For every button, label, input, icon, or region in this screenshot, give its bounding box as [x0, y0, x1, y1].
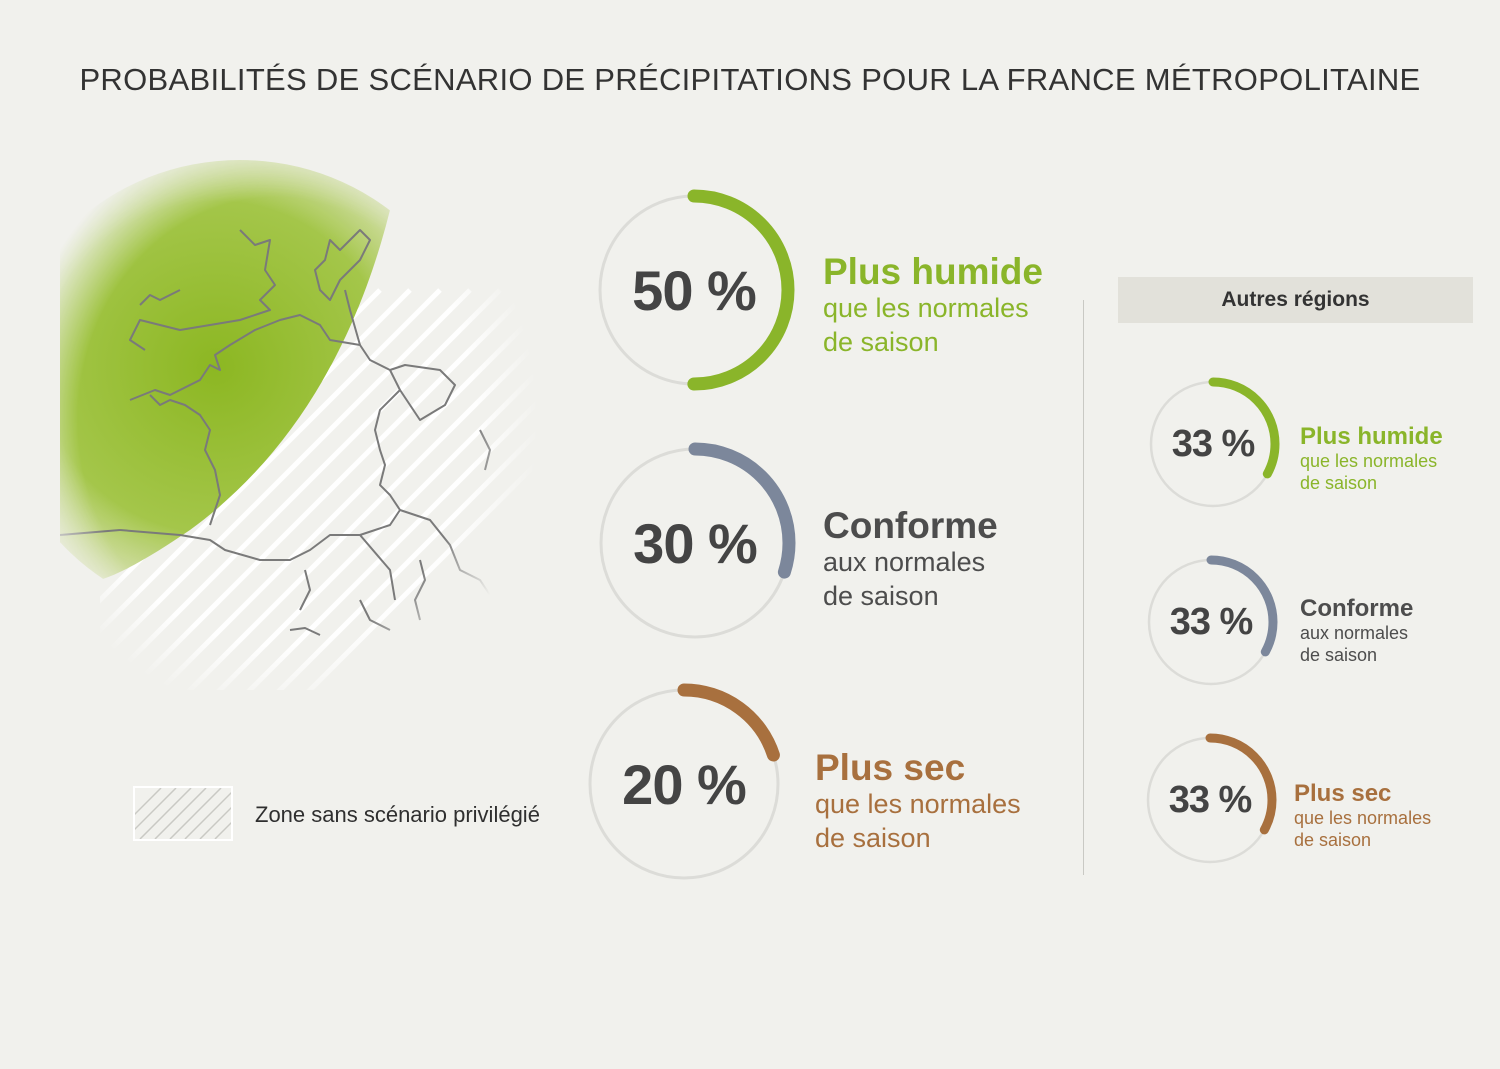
ring-arc [1144, 555, 1278, 689]
label-sub1: aux normales [1300, 623, 1409, 643]
small-label-dry: Plus sec que les normales de saison [1294, 781, 1431, 851]
label-main: Plus humide [1300, 423, 1443, 450]
label-sub2: de saison [823, 327, 939, 357]
ring-percent: 33 % [1168, 778, 1253, 821]
label-sub1: que les normales [823, 293, 1029, 323]
label-sub2: de saison [1300, 473, 1378, 493]
label-sub1: aux normales [823, 547, 986, 577]
ring-percent: 33 % [1169, 600, 1254, 643]
label-sub2: de saison [1294, 830, 1372, 850]
ring-arc [1146, 377, 1280, 511]
label-main: Conforme [1300, 595, 1414, 622]
label-main: Conforme [823, 505, 998, 546]
label-sub2: de saison [823, 581, 939, 611]
ring-arc [1143, 733, 1277, 867]
label-sub1: que les normales [1300, 451, 1438, 471]
small-label-wet: Plus humide que les normales de saison [1300, 424, 1443, 494]
legend-hatch-swatch [133, 786, 233, 841]
ring-arc [594, 442, 796, 644]
label-main: Plus humide [823, 251, 1043, 292]
label-sub2: de saison [815, 823, 931, 853]
label-normal: Conforme aux normales de saison [823, 507, 998, 613]
ring-arc [593, 189, 795, 391]
small-ring-wet: 33 % [1146, 374, 1286, 514]
label-wet: Plus humide que les normales de saison [823, 253, 1043, 359]
label-sub1: que les normales [1294, 808, 1432, 828]
label-sub2: de saison [1300, 645, 1378, 665]
chart-title: PROBABILITÉS DE SCÉNARIO DE PRÉCIPITATIO… [79, 62, 1421, 97]
label-main: Plus sec [1294, 780, 1392, 807]
ring-percent: 33 % [1171, 422, 1256, 465]
ring-normal: 30 % [593, 439, 801, 647]
divider [1083, 300, 1084, 875]
label-sub1: que les normales [815, 789, 1021, 819]
france-map [60, 160, 540, 690]
legend-label: Zone sans scénario privilégié [255, 802, 540, 827]
label-main: Plus sec [815, 747, 966, 788]
ring-percent: 20 % [622, 752, 747, 816]
ring-percent: 30 % [633, 511, 758, 575]
ring-arc [583, 683, 785, 885]
ring-wet: 50 % [592, 186, 796, 394]
label-dry: Plus sec que les normales de saison [815, 749, 1021, 855]
ring-percent: 50 % [632, 258, 757, 322]
small-label-normal: Conforme aux normales de saison [1300, 596, 1413, 666]
other-regions-header: Autres régions [1118, 277, 1473, 323]
ring-dry: 20 % [582, 680, 790, 888]
small-ring-dry: 33 % [1143, 730, 1283, 870]
small-ring-normal: 33 % [1142, 552, 1282, 692]
